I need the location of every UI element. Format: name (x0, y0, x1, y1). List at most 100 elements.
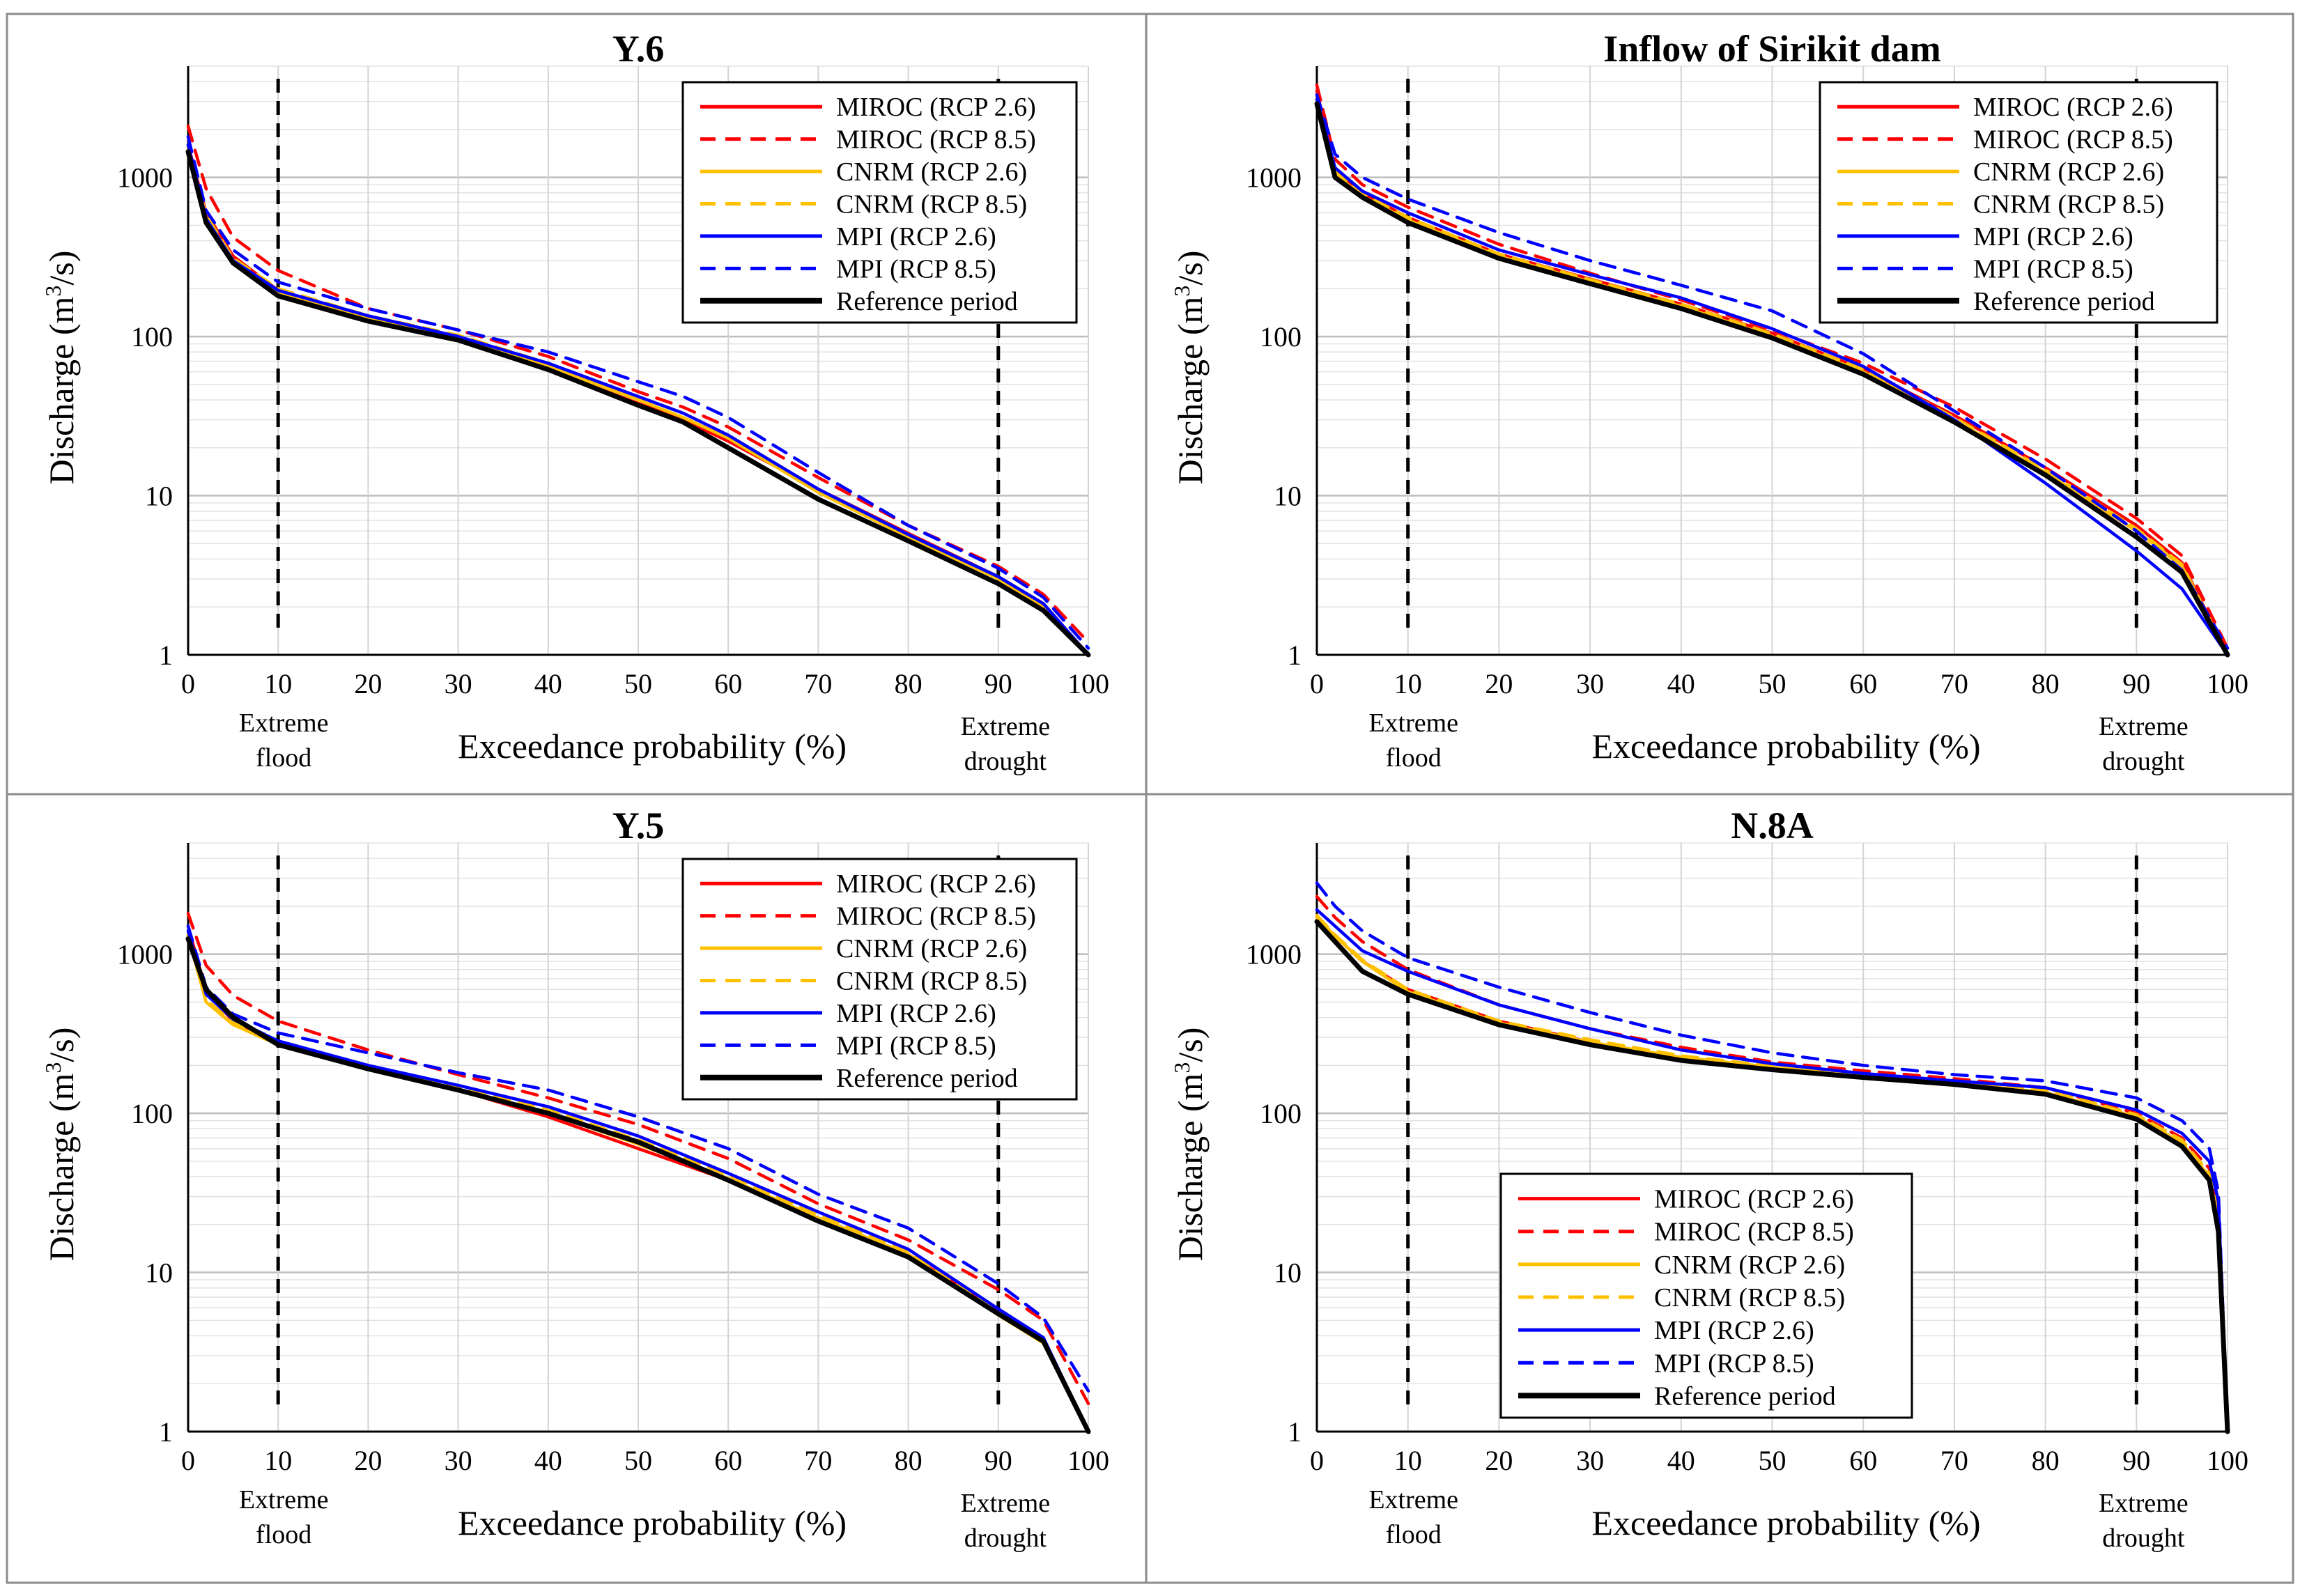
series-line-mpi-rcp-2-6- (1315, 908, 2230, 1434)
series-line-miroc-rcp-8-5- (186, 912, 1090, 1406)
x-tick-label: 40 (1667, 1445, 1695, 1476)
x-tick-label: 30 (445, 668, 472, 699)
extreme-flood-label: Extreme (1368, 708, 1458, 738)
y-axis-label-main: Discharge (m (1171, 296, 1210, 484)
y-tick-label: 100 (131, 321, 173, 352)
legend: MIROC (RCP 2.6) MIROC (RCP 8.5) CNRM (RCP … (1499, 1172, 1913, 1419)
x-tick-label: 70 (1940, 1445, 1968, 1476)
legend-entry: CNRM (RCP 2.6) (836, 934, 1027, 963)
legend-entry: MIROC (RCP 8.5) (836, 125, 1036, 155)
extreme-flood-label: flood (256, 743, 311, 773)
y-axis-label-main: Discharge (m (42, 296, 81, 484)
y-tick-label: 10 (145, 481, 173, 512)
y-axis-label: Discharge (m3/s) (40, 1028, 81, 1262)
legend-entry: Reference period (1654, 1381, 1836, 1411)
x-tick-label: 30 (445, 1445, 472, 1476)
x-axis-label: Exceedance probability (%) (458, 1503, 847, 1542)
legend: MIROC (RCP 2.6)MIROC (RCP 8.5)CNRM (RCP … (681, 858, 1078, 1101)
series-line-miroc-rcp-2-6- (1315, 89, 2230, 657)
x-tick-label: 60 (1849, 1445, 1877, 1476)
x-tick-label: 80 (895, 1445, 923, 1476)
chart-title: N.8A (1731, 805, 1814, 846)
series-line-reference-period (1314, 101, 2230, 658)
y-tick-label: 1 (159, 1416, 173, 1448)
series-line-mpi-rcp-2-6- (1315, 98, 2230, 657)
x-tick-label: 100 (2207, 668, 2248, 699)
y-tick-label: 10 (1274, 1257, 1302, 1289)
x-tick-label: 20 (354, 1445, 382, 1476)
extreme-drought-label: Extreme (2099, 1489, 2189, 1518)
legend-entry: MPI (RCP 2.6) (836, 222, 996, 251)
y-tick-label: 1 (1288, 1416, 1302, 1448)
chart-panel-3: 0 10 20 30 40 50 60 70 80 90 1001101001000Y.5Excee… (40, 805, 1109, 1553)
x-tick-label: 20 (1485, 668, 1513, 699)
extreme-drought-label: drought (964, 1524, 1047, 1553)
chart-title: Y.5 (612, 805, 665, 846)
y-axis-label-main: Discharge (m (42, 1073, 81, 1261)
chart-title: Y.6 (612, 28, 665, 70)
legend-box (1819, 81, 2218, 324)
legend-entry: CNRM (RCP 8.5) (1973, 190, 2164, 219)
x-tick-label: 90 (985, 1445, 1012, 1476)
legend-entry: MPI (RCP 8.5) (1654, 1349, 1814, 1378)
y-axis-label: Discharge (m3/s) (40, 251, 81, 485)
x-tick-label: 0 (181, 1445, 195, 1476)
y-tick-label: 1 (1288, 640, 1302, 671)
legend-entry: CNRM (RCP 8.5) (1654, 1283, 1845, 1312)
legend-entry: Reference period (1973, 287, 2155, 316)
x-tick-label: 0 (1310, 668, 1324, 699)
extreme-drought-label: Extreme (960, 1489, 1050, 1518)
legend-entry: MPI (RCP 2.6) (1654, 1316, 1814, 1345)
y-tick-label: 1000 (117, 939, 173, 970)
x-tick-label: 70 (804, 1445, 832, 1476)
series-line-miroc-rcp-8-5- (1315, 894, 2230, 1434)
x-tick-label: 50 (624, 668, 652, 699)
x-axis-label: Exceedance probability (%) (458, 727, 847, 766)
y-axis-label-sup: 3 (40, 1062, 65, 1074)
series-line-mpi-rcp-8-5- (186, 135, 1090, 650)
x-tick-label: 10 (264, 1445, 292, 1476)
series-line-mpi-rcp-8-5- (1315, 93, 2230, 650)
x-tick-label: 10 (1394, 668, 1422, 699)
x-tick-label: 90 (2122, 668, 2150, 699)
series-line-reference-period (185, 149, 1091, 658)
legend-entry: MIROC (RCP 2.6) (1654, 1185, 1854, 1214)
legend-entry: MPI (RCP 8.5) (1973, 254, 2133, 284)
legend-entry: MIROC (RCP 2.6) (1973, 93, 2173, 122)
y-axis-label-end: /s) (42, 251, 81, 286)
legend-entry: Reference period (836, 287, 1018, 316)
x-tick-label: 100 (2207, 1445, 2248, 1476)
y-tick-label: 1000 (1246, 939, 1302, 970)
extreme-flood-label: flood (256, 1520, 311, 1549)
extreme-drought-label: drought (964, 747, 1047, 776)
extreme-flood-label: flood (1386, 743, 1442, 773)
extreme-flood-label: flood (1386, 1520, 1442, 1549)
legend-entry: MIROC (RCP 8.5) (836, 902, 1036, 931)
y-axis-label-sup: 3 (1169, 1062, 1194, 1074)
legend: MIROC (RCP 2.6) MIROC (RCP 8.5) CNRM (RCP … (1819, 81, 2218, 324)
legend-entry: CNRM (RCP 8.5) (836, 967, 1027, 996)
y-axis-label-sup: 3 (1169, 286, 1194, 297)
legend-entry: MPI (RCP 8.5) (836, 254, 996, 284)
x-tick-label: 20 (1485, 1445, 1513, 1476)
extreme-flood-label: Extreme (239, 1485, 329, 1514)
x-tick-label: 70 (1940, 668, 1968, 699)
chart-panel-4: 0 10 20 30 40 50 60 70 80 90 1001101001000N.8AExce… (1169, 805, 2248, 1553)
legend: MIROC (RCP 2.6)MIROC (RCP 8.5)CNRM (RCP … (681, 81, 1078, 324)
y-tick-label: 100 (1260, 1098, 1302, 1129)
extreme-drought-label: drought (2102, 1524, 2185, 1553)
legend-entry: MIROC (RCP 8.5) (1973, 125, 2173, 155)
x-tick-label: 60 (714, 668, 742, 699)
y-axis-label-end: /s) (1171, 251, 1210, 286)
x-axis-label: Exceedance probability (%) (1591, 1503, 1980, 1542)
x-axis-label: Exceedance probability (%) (1591, 727, 1980, 766)
legend-entry: MIROC (RCP 8.5) (1654, 1218, 1854, 1247)
series-line-mpi-rcp-8-5- (186, 924, 1090, 1393)
x-tick-label: 10 (264, 668, 292, 699)
x-tick-label: 80 (2032, 668, 2060, 699)
x-tick-label: 10 (1394, 1445, 1422, 1476)
y-axis-label-end: /s) (42, 1028, 81, 1062)
y-tick-label: 100 (131, 1098, 173, 1129)
x-tick-label: 70 (804, 668, 832, 699)
series-line-mpi-rcp-2-6- (186, 143, 1090, 657)
